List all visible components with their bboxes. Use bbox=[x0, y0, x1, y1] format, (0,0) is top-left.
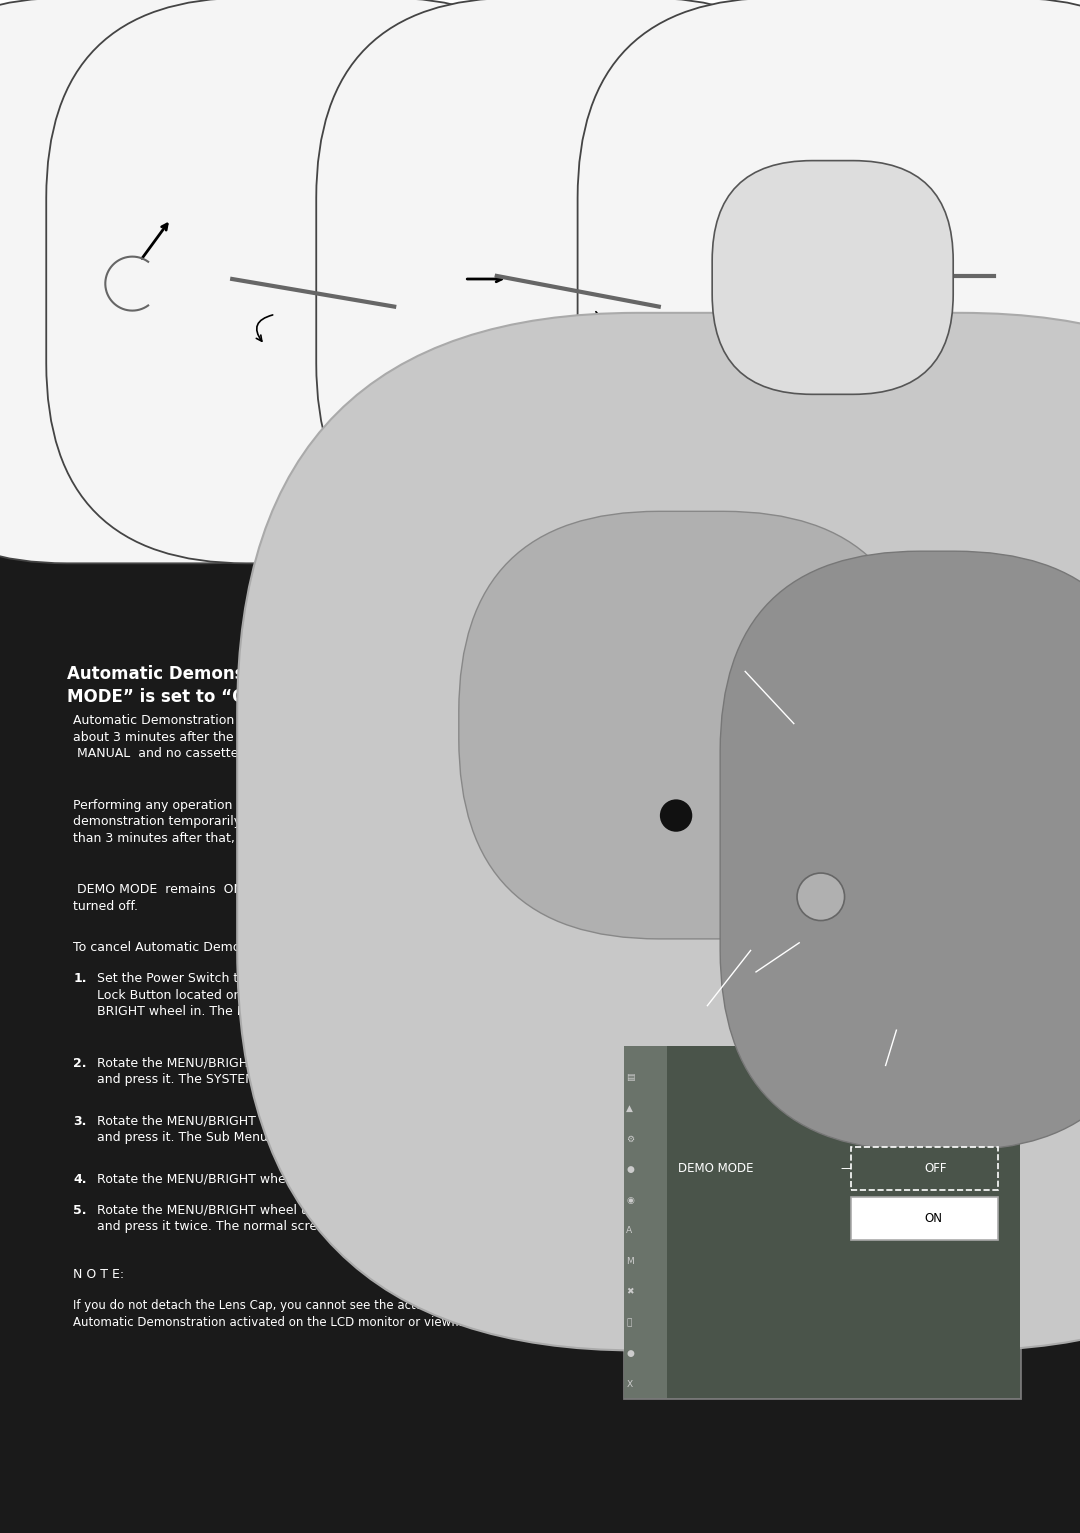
FancyBboxPatch shape bbox=[720, 552, 1080, 1150]
Text: A: A bbox=[626, 1226, 633, 1236]
Text: If you do not detach the Lens Cap, you cannot see the actual changes of the
Auto: If you do not detach the Lens Cap, you c… bbox=[73, 1298, 526, 1329]
Text: Attach the Core Filter(s) (if provided with your model     pg. 5) to an optional: Attach the Core Filter(s) (if provided w… bbox=[65, 133, 697, 146]
Text: EN: EN bbox=[56, 34, 85, 52]
Text: ◉: ◉ bbox=[626, 1196, 634, 1205]
Circle shape bbox=[660, 799, 692, 832]
Text: reduces interference.: reduces interference. bbox=[65, 153, 199, 166]
Bar bbox=[851, 1147, 998, 1190]
Text: ⏰: ⏰ bbox=[626, 1318, 632, 1328]
Text: Rotate the MENU/BRIGHT wheel to select  ↵ RETURN ,
and press it twice. The norma: Rotate the MENU/BRIGHT wheel to select ↵… bbox=[97, 1203, 437, 1234]
Bar bbox=[667, 1046, 1020, 1398]
Circle shape bbox=[797, 874, 845, 920]
FancyBboxPatch shape bbox=[0, 0, 407, 563]
Text: To cancel Automatic Demonstration:: To cancel Automatic Demonstration: bbox=[73, 941, 301, 954]
FancyBboxPatch shape bbox=[459, 512, 923, 938]
Text: MENU/BRIGHT Wheel: MENU/BRIGHT Wheel bbox=[663, 670, 810, 682]
Text: ON: ON bbox=[924, 1213, 943, 1225]
Text: Rotate the MENU/BRIGHT wheel to select  DEMO MODE
and press it. The Sub Menu app: Rotate the MENU/BRIGHT wheel to select D… bbox=[97, 1114, 443, 1144]
FancyBboxPatch shape bbox=[318, 392, 1080, 1266]
Text: ⚙: ⚙ bbox=[626, 1134, 635, 1144]
Text: Power Switch: Power Switch bbox=[688, 970, 783, 983]
FancyBboxPatch shape bbox=[578, 0, 1080, 563]
Text: N O T E:: N O T E: bbox=[73, 1268, 124, 1280]
Text: Automatic Demonstration takes place when “DEMO: Automatic Demonstration takes place when… bbox=[67, 665, 550, 684]
Text: NOTE:: NOTE: bbox=[245, 544, 286, 558]
Text: Rotate the MENU/BRIGHT wheel to select  OFF  and press it.: Rotate the MENU/BRIGHT wheel to select O… bbox=[97, 1173, 473, 1185]
Text: DEMO MODE  remains  ON  even if the camcorder power is
turned off.: DEMO MODE remains ON even if the camcord… bbox=[73, 883, 446, 912]
Text: When connecting cables, attach the end with the Core Filter to the camcorder.: When connecting cables, attach the end w… bbox=[63, 616, 555, 629]
Text: Take care not to damage the cable.: Take care not to damage the cable. bbox=[245, 572, 454, 584]
Text: MODE” is set to “ON” (factory-preset).: MODE” is set to “ON” (factory-preset). bbox=[67, 688, 433, 707]
Text: ●: ● bbox=[626, 1349, 634, 1358]
Bar bbox=[48, 647, 1032, 1505]
Bar bbox=[624, 1046, 1020, 1398]
Text: Lock Button: Lock Button bbox=[621, 1004, 705, 1016]
FancyBboxPatch shape bbox=[238, 313, 1080, 1351]
Text: ▲: ▲ bbox=[626, 1104, 633, 1113]
Text: Automatic Demonstration starts when there is no operation for
about 3 minutes af: Automatic Demonstration starts when ther… bbox=[73, 714, 468, 760]
Text: ▤: ▤ bbox=[626, 1073, 635, 1082]
Text: X: X bbox=[626, 1380, 633, 1389]
Text: 5.: 5. bbox=[73, 1203, 87, 1217]
Text: —: — bbox=[840, 1162, 852, 1174]
Text: 2.: 2. bbox=[73, 1056, 87, 1070]
FancyBboxPatch shape bbox=[0, 466, 1080, 1533]
Text: Release the
stoppers on both
ends of the Core
Filter.: Release the stoppers on both ends of the… bbox=[65, 405, 165, 469]
Text: ✖: ✖ bbox=[626, 1288, 634, 1297]
Text: Set the Power Switch to  MANUAL  while pressing down the
Lock Button located on : Set the Power Switch to MANUAL while pre… bbox=[97, 972, 468, 1018]
FancyBboxPatch shape bbox=[316, 0, 846, 563]
Text: 3.: 3. bbox=[73, 1114, 86, 1128]
Text: Wind once: Wind once bbox=[497, 386, 566, 399]
Text: Run the cable through the Core Filter, leaving approx.
3 cm of cable between the: Run the cable through the Core Filter, l… bbox=[245, 405, 584, 486]
Circle shape bbox=[649, 788, 703, 843]
Text: How To Attach The Core Filter: How To Attach The Core Filter bbox=[65, 110, 357, 129]
Bar bbox=[851, 1197, 998, 1240]
Text: Close the Core Filter until it
clicks shut.: Close the Core Filter until it clicks sh… bbox=[775, 405, 937, 435]
Text: ●: ● bbox=[626, 1165, 634, 1174]
FancyBboxPatch shape bbox=[46, 0, 586, 563]
FancyBboxPatch shape bbox=[712, 161, 954, 394]
Text: Performing any operation during the demonstration stops the
demonstration tempor: Performing any operation during the demo… bbox=[73, 799, 481, 845]
Text: 4.: 4. bbox=[73, 1173, 87, 1185]
Text: 1.: 1. bbox=[73, 972, 87, 986]
Text: M: M bbox=[626, 1257, 634, 1266]
FancyBboxPatch shape bbox=[0, 0, 1080, 998]
Text: DEMO MODE: DEMO MODE bbox=[678, 1162, 754, 1174]
Text: Rotate the MENU/BRIGHT wheel to select  ❖ SYSTEM
and press it. The SYSTEM Menu a: Rotate the MENU/BRIGHT wheel to select ❖… bbox=[97, 1056, 429, 1087]
Text: Stopper: Stopper bbox=[81, 386, 134, 399]
Text: Sub Menu: Sub Menu bbox=[845, 1027, 915, 1039]
Text: OFF: OFF bbox=[924, 1162, 947, 1174]
Bar bbox=[624, 1046, 667, 1398]
